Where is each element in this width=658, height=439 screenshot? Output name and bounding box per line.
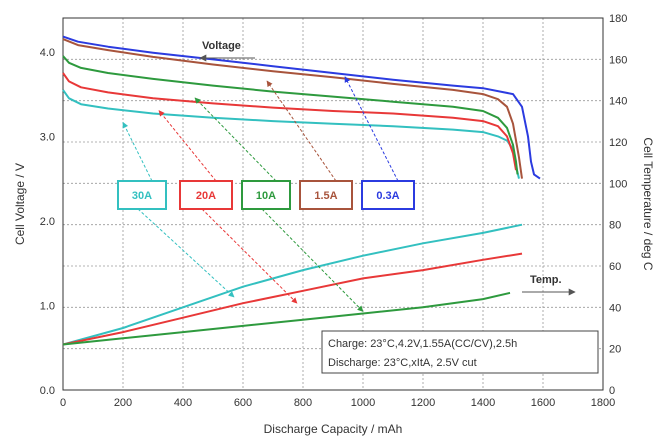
x-axis-title: Discharge Capacity / mAh [264,422,403,436]
note-box [321,330,599,374]
voltage-line-10A [62,55,519,175]
voltage-annotation: Voltage [202,40,241,52]
y2-tick-label: 40 [609,302,621,314]
y2-tick-label: 80 [609,220,621,232]
x-tick-label: 200 [114,397,132,409]
y2-tick-label: 20 [609,344,621,356]
pointer-temp-20A [201,208,298,304]
y2-tick-label: 160 [609,54,627,66]
legend-pointers [122,76,399,312]
temp-line-20A [62,252,523,346]
x-tick-label: 400 [174,397,192,409]
y2-axis-title: Cell Temperature / deg C [641,137,655,271]
x-tick-label: 600 [234,397,252,409]
y2-tick-label: 100 [609,178,627,190]
voltage-line-0_3A [62,35,541,180]
pointer-voltage-0_3A [344,76,399,182]
y2-tick-label: 120 [609,137,627,149]
note-discharge: Discharge: 23°C,xItA, 2.5V cut [328,357,477,369]
y-axis-ticks: 0.0 1.0 2.0 3.0 4.0 [40,47,55,397]
pointer-voltage-30A [122,121,153,182]
conditions-note: Charge: 23°C,4.2V,1.55A(CC/CV),2.5h Disc… [321,330,599,374]
x-tick-label: 1800 [591,397,615,409]
legend-box-20A [179,180,233,210]
voltage-line-1_5A [62,38,523,179]
y-tick-label: 0.0 [40,385,55,397]
legend-box-1_5A [299,180,353,210]
y-tick-label: 4.0 [40,47,55,59]
x-tick-label: 800 [294,397,312,409]
y2-axis-ticks: 0 20 40 60 80 100 120 140 160 180 [609,13,627,397]
temperature-series [62,223,523,346]
legend-label-0_3A: 0.3A [376,190,399,202]
plot-frame [62,17,604,391]
x-tick-label: 0 [60,397,66,409]
y-tick-label: 1.0 [40,300,55,312]
y2-tick-label: 180 [609,13,627,25]
temp-line-30A [62,223,523,346]
note-charge: Charge: 23°C,4.2V,1.55A(CC/CV),2.5h [328,338,517,350]
legend-box-0_3A [361,180,415,210]
voltage-series [62,35,541,180]
temp-annotation: Temp. [530,274,562,286]
legend: 30A 20A 10A 1.5A 0.3A [117,180,415,210]
legend-box-30A [117,180,167,210]
y2-tick-label: 0 [609,385,615,397]
legend-label-10A: 10A [256,190,276,202]
x-tick-label: 1000 [351,397,375,409]
voltage-line-20A [62,72,517,171]
pointer-voltage-1_5A [266,80,337,182]
legend-label-20A: 20A [196,190,216,202]
y2-tick-label: 140 [609,96,627,108]
pointer-temp-10A [261,208,364,312]
y-axis-title: Cell Voltage / V [13,163,27,245]
x-tick-label: 1400 [471,397,495,409]
x-tick-label: 1600 [531,397,555,409]
pointer-voltage-20A [158,110,217,182]
pointer-voltage-10A [194,97,277,182]
y-tick-label: 3.0 [40,131,55,143]
y-tick-label: 2.0 [40,216,55,228]
voltage-line-30A [62,89,520,179]
y2-tick-label: 60 [609,261,621,273]
legend-label-1_5A: 1.5A [314,190,337,202]
x-axis-ticks: 0 200 400 600 800 1000 1200 1400 1600 1800 [60,397,615,409]
temp-line-10A [62,291,511,346]
pointer-temp-30A [137,208,235,298]
legend-box-10A [241,180,291,210]
x-tick-label: 1200 [411,397,435,409]
legend-label-30A: 30A [132,190,152,202]
